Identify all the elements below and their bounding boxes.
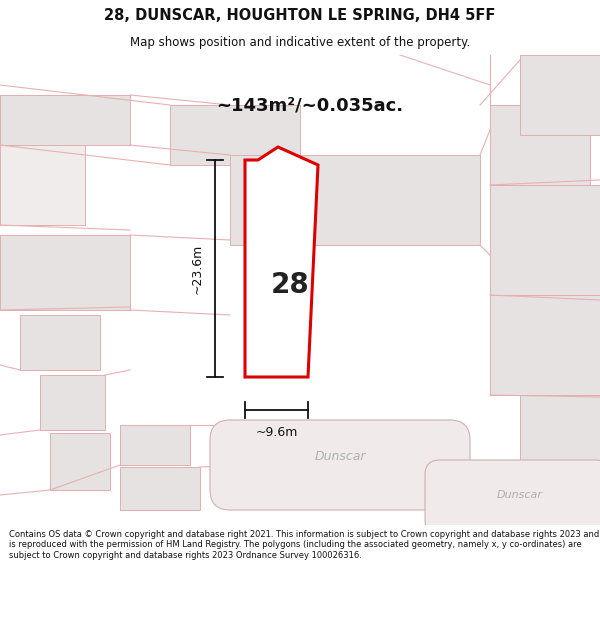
Text: ~143m²/~0.035ac.: ~143m²/~0.035ac.	[217, 96, 404, 114]
Text: ~23.6m: ~23.6m	[191, 243, 203, 294]
Polygon shape	[0, 145, 85, 225]
Polygon shape	[0, 95, 130, 145]
Text: Contains OS data © Crown copyright and database right 2021. This information is : Contains OS data © Crown copyright and d…	[9, 530, 599, 560]
FancyBboxPatch shape	[210, 420, 470, 510]
Polygon shape	[170, 105, 300, 165]
Text: Dunscar: Dunscar	[497, 490, 543, 500]
Polygon shape	[490, 295, 600, 395]
Text: Dunscar: Dunscar	[314, 451, 366, 464]
Text: 28: 28	[271, 271, 310, 299]
Polygon shape	[0, 235, 130, 310]
Polygon shape	[40, 375, 105, 430]
Polygon shape	[120, 467, 200, 510]
FancyBboxPatch shape	[425, 460, 600, 535]
Polygon shape	[490, 185, 600, 295]
Polygon shape	[230, 155, 480, 245]
Polygon shape	[520, 55, 600, 135]
Text: Map shows position and indicative extent of the property.: Map shows position and indicative extent…	[130, 36, 470, 49]
Text: 28, DUNSCAR, HOUGHTON LE SPRING, DH4 5FF: 28, DUNSCAR, HOUGHTON LE SPRING, DH4 5FF	[104, 8, 496, 23]
Polygon shape	[120, 425, 190, 465]
Polygon shape	[50, 433, 110, 490]
Polygon shape	[245, 147, 318, 377]
Polygon shape	[520, 395, 600, 475]
Polygon shape	[490, 105, 590, 185]
Polygon shape	[20, 315, 100, 370]
Text: ~9.6m: ~9.6m	[256, 426, 298, 439]
